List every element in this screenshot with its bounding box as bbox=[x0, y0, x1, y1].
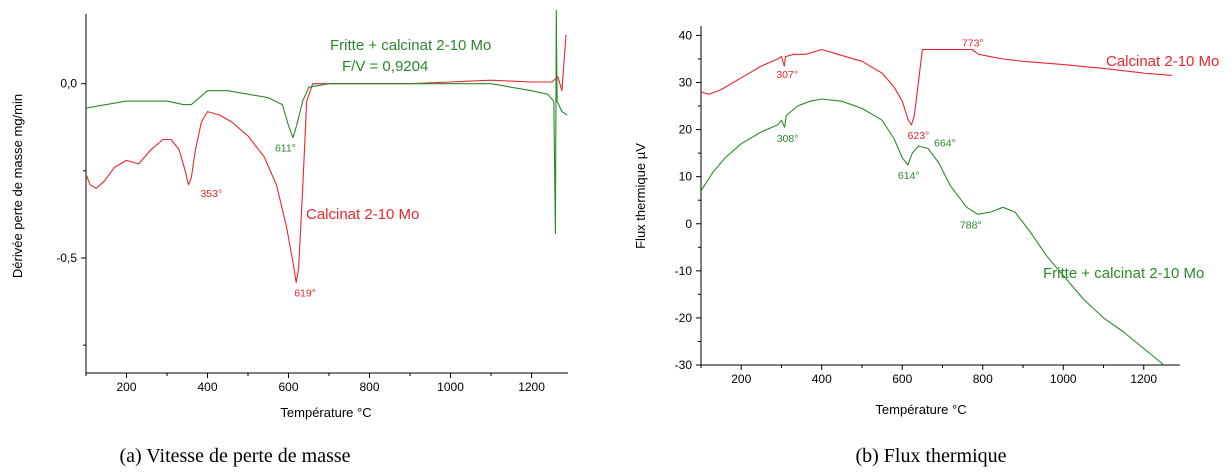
series-line-first bbox=[701, 48, 1172, 126]
series-line-second bbox=[701, 98, 1165, 365]
y-axis-title: Dérivée perte de masse mg/min bbox=[10, 94, 25, 278]
chart-caption: (a) Vitesse de perte de masse bbox=[119, 445, 350, 467]
x-tick-label: 800 bbox=[360, 380, 380, 394]
x-axis-title: Température °C bbox=[280, 405, 371, 420]
x-tick-label: 600 bbox=[279, 380, 299, 394]
x-tick-label: 400 bbox=[812, 372, 832, 386]
series-line-second bbox=[86, 9, 568, 235]
x-tick-label: 200 bbox=[116, 380, 136, 394]
y-tick-label: -30 bbox=[675, 358, 693, 372]
y-tick-label: -10 bbox=[675, 264, 693, 278]
peak-annotation: 353° bbox=[200, 188, 222, 200]
series-name-label: Calcinat 2-10 Mo bbox=[1106, 53, 1219, 70]
y-tick-label: 0 bbox=[685, 217, 692, 231]
peak-annotation: 619° bbox=[294, 287, 316, 299]
peak-annotation: 623° bbox=[908, 130, 930, 142]
x-tick-label: 1200 bbox=[518, 380, 545, 394]
series-name-label: Fritte + calcinat 2-10 Mo bbox=[1043, 265, 1204, 282]
peak-annotation: 307° bbox=[776, 69, 798, 81]
y-tick-label: 10 bbox=[679, 170, 693, 184]
x-tick-label: 400 bbox=[197, 380, 217, 394]
y-tick-label: 20 bbox=[679, 123, 693, 137]
series-name-label: Fritte + calcinat 2-10 Mo bbox=[330, 37, 491, 54]
y-axis-title: Flux thermique µV bbox=[633, 143, 648, 249]
y-tick-label: -20 bbox=[675, 311, 693, 325]
chart-caption: (b) Flux thermique bbox=[855, 445, 1006, 467]
chart-panel-a: 200 400 600 800 1000 1200 0,0 -0,5 Température °… bbox=[10, 9, 568, 467]
x-tick-label: 1000 bbox=[437, 380, 464, 394]
series-line-first bbox=[86, 34, 567, 283]
peak-annotation: 308° bbox=[777, 133, 799, 145]
y-tick-label: 30 bbox=[679, 76, 693, 90]
series-ratio-label: F/V = 0,9204 bbox=[342, 58, 428, 75]
x-tick-label: 1000 bbox=[1050, 372, 1077, 386]
peak-annotation: 664° bbox=[934, 137, 956, 149]
chart-panel-b: 200 400 600 800 1000 1200 40 30 20 10 0 -10 -20 -30 Te… bbox=[633, 26, 1219, 467]
y-tick-label: -0,5 bbox=[56, 251, 77, 265]
peak-annotation: 788° bbox=[960, 219, 982, 231]
y-tick-label: 0,0 bbox=[60, 77, 77, 91]
x-tick-label: 1200 bbox=[1130, 372, 1157, 386]
y-tick-label: 40 bbox=[679, 28, 693, 42]
series-name-label: Calcinat 2-10 Mo bbox=[306, 206, 419, 223]
peak-annotation: 611° bbox=[275, 143, 296, 155]
x-axis-title: Température °C bbox=[875, 402, 966, 417]
x-tick-label: 800 bbox=[973, 372, 993, 386]
peak-annotation: 773° bbox=[962, 38, 984, 50]
peak-annotation: 614° bbox=[898, 170, 920, 182]
x-tick-label: 200 bbox=[731, 372, 751, 386]
x-tick-label: 600 bbox=[892, 372, 912, 386]
